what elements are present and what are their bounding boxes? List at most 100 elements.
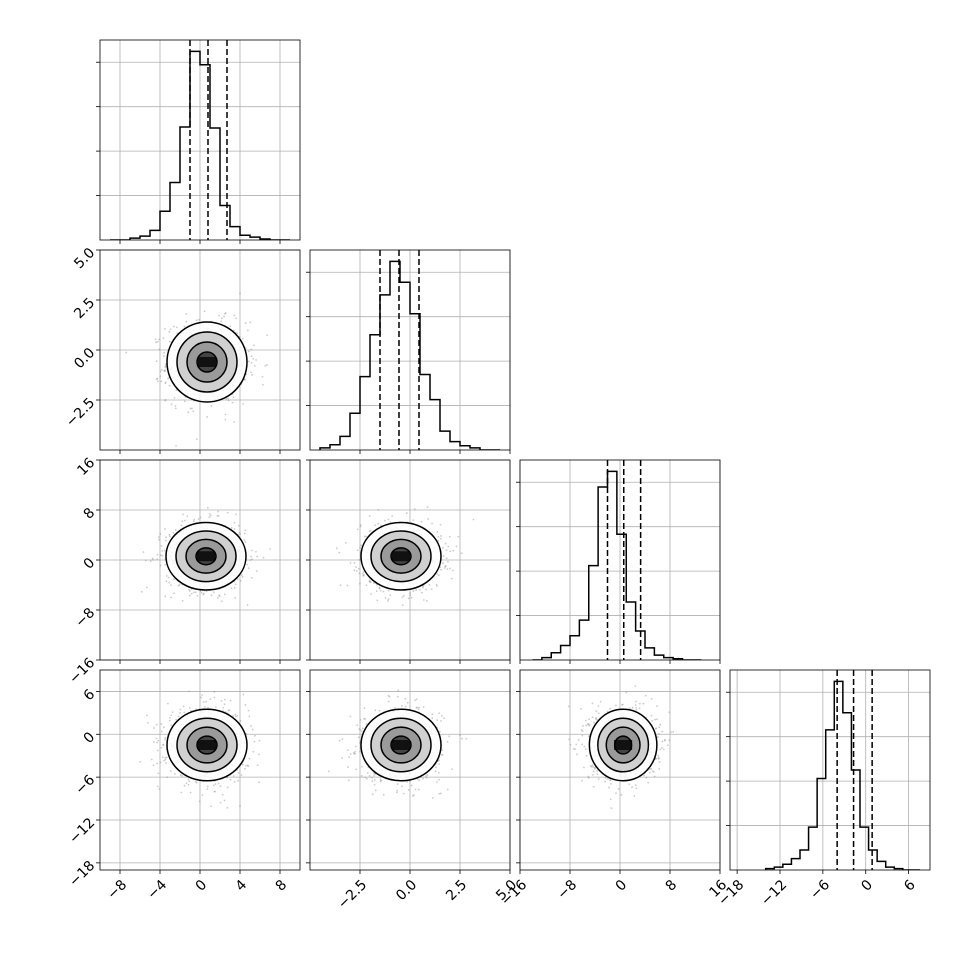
sample-point <box>233 521 236 524</box>
sample-point <box>461 737 463 740</box>
sample-point <box>192 591 195 594</box>
sample-point <box>250 371 252 374</box>
sample-point <box>234 583 237 586</box>
sample-point <box>422 586 424 589</box>
sample-point <box>371 776 373 779</box>
sample-point <box>234 713 237 716</box>
sample-point <box>620 794 623 796</box>
sample-point <box>364 776 367 779</box>
sample-point <box>657 754 660 757</box>
sample-point <box>235 715 237 718</box>
sample-point <box>373 783 376 786</box>
sample-point <box>413 508 416 511</box>
sample-point <box>163 355 165 357</box>
sample-point <box>416 706 418 709</box>
sample-point <box>255 359 258 361</box>
sample-point <box>264 364 267 367</box>
sample-point <box>161 550 164 552</box>
sample-point <box>359 525 362 528</box>
sample-point <box>170 596 173 599</box>
sample-point <box>156 749 159 752</box>
sample-point <box>156 340 159 343</box>
sample-point <box>406 701 409 704</box>
sample-point <box>440 754 443 756</box>
sample-point <box>397 689 400 692</box>
sample-point <box>243 538 246 541</box>
sample-point <box>237 779 240 782</box>
sample-point <box>440 715 443 717</box>
sample-point <box>359 524 362 526</box>
sample-point <box>236 714 239 717</box>
sample-point <box>159 761 162 764</box>
density-panel-0-1 <box>96 249 301 454</box>
sample-point <box>435 766 437 769</box>
sample-point <box>223 703 226 706</box>
sample-point <box>203 310 206 313</box>
sample-point <box>418 706 421 709</box>
sample-point <box>173 396 176 399</box>
sample-point <box>378 587 381 590</box>
density-content <box>139 690 261 809</box>
sample-point <box>249 321 252 324</box>
sample-point <box>422 599 425 601</box>
sample-point <box>183 711 186 714</box>
sample-point <box>218 595 221 598</box>
density-core <box>197 551 215 562</box>
sample-point <box>218 314 221 317</box>
sample-point <box>240 774 243 776</box>
sample-point <box>187 411 190 414</box>
sample-point <box>374 789 377 792</box>
sample-point <box>415 589 417 591</box>
sample-point <box>177 715 180 718</box>
sample-point <box>244 767 246 770</box>
sample-point <box>224 418 227 421</box>
sample-point <box>443 717 445 720</box>
sample-point <box>189 791 192 794</box>
sample-point <box>160 545 163 547</box>
sample-point <box>168 719 171 722</box>
sample-point <box>349 562 352 564</box>
sample-point <box>227 397 230 400</box>
sample-point <box>459 734 461 736</box>
sample-point <box>173 578 175 581</box>
sample-point <box>396 783 399 785</box>
sample-point <box>165 756 168 759</box>
sample-point <box>439 523 442 526</box>
panel-frame <box>309 249 511 451</box>
sample-point <box>445 557 448 560</box>
sample-point <box>151 557 154 560</box>
sample-point <box>179 708 182 711</box>
sample-point <box>391 515 394 518</box>
sample-point <box>206 787 209 790</box>
sample-point <box>145 586 148 589</box>
sample-point <box>451 768 454 771</box>
sample-point <box>236 332 239 335</box>
sample-point <box>202 592 205 595</box>
sample-point <box>140 590 143 593</box>
sample-point <box>374 709 377 712</box>
sample-point <box>163 369 165 372</box>
sample-point <box>155 341 157 344</box>
sample-point <box>352 751 355 754</box>
sample-point <box>363 535 366 538</box>
sample-point <box>246 764 249 767</box>
sample-point <box>355 768 358 771</box>
contour-line <box>390 547 412 566</box>
sample-point <box>246 563 248 566</box>
sample-point <box>225 398 228 400</box>
sample-point <box>169 328 172 331</box>
contour-line <box>196 351 218 373</box>
sample-point <box>183 400 186 403</box>
sample-point <box>438 730 441 733</box>
sample-point <box>206 416 209 418</box>
sample-point <box>441 753 444 756</box>
sample-point <box>432 797 434 799</box>
sample-point <box>596 718 598 721</box>
sample-point <box>445 549 448 551</box>
sample-point <box>241 763 244 766</box>
sample-point <box>455 545 458 548</box>
sample-point <box>155 360 158 363</box>
sample-point <box>596 770 598 772</box>
sample-point <box>182 513 184 516</box>
sample-point <box>427 518 430 520</box>
